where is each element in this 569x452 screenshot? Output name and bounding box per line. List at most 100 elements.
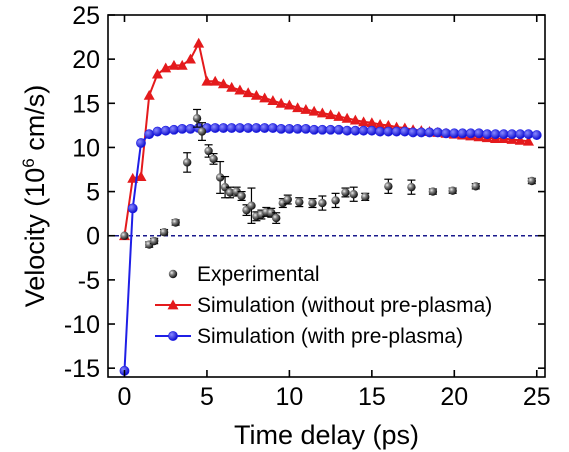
data-point xyxy=(143,89,155,100)
data-point xyxy=(317,124,328,135)
data-point xyxy=(171,218,180,227)
data-point xyxy=(523,129,534,140)
data-point xyxy=(349,190,358,199)
data-point xyxy=(234,84,246,95)
plot-frame xyxy=(107,14,546,378)
legend-marker xyxy=(167,299,179,310)
x-tick-label: 10 xyxy=(275,383,303,411)
data-point xyxy=(498,129,509,140)
data-point xyxy=(251,123,262,133)
legend-label: Simulation (with pre-plasma) xyxy=(197,325,463,348)
x-tick-label: 20 xyxy=(440,383,468,411)
y-tick-label: 15 xyxy=(72,90,100,118)
data-point xyxy=(349,114,361,125)
legend-label: Experimental xyxy=(197,263,320,286)
data-point xyxy=(391,126,402,137)
data-point xyxy=(292,123,303,134)
data-point xyxy=(250,89,262,100)
data-point xyxy=(350,125,361,136)
data-point xyxy=(218,123,229,133)
data-point xyxy=(177,123,188,134)
data-point xyxy=(220,182,230,192)
data-point xyxy=(267,95,279,106)
data-point xyxy=(267,208,276,217)
data-point xyxy=(193,37,205,48)
legend-marker xyxy=(168,269,178,279)
data-point xyxy=(159,228,169,237)
data-point xyxy=(482,129,493,140)
data-point xyxy=(160,125,171,136)
x-tick-label: 0 xyxy=(118,383,132,411)
data-point xyxy=(457,128,468,139)
data-point xyxy=(366,117,378,128)
y-tick-label: 25 xyxy=(72,2,100,30)
data-point xyxy=(361,192,370,202)
data-point xyxy=(316,107,328,118)
data-point xyxy=(300,103,312,114)
data-point xyxy=(490,129,501,140)
data-point xyxy=(217,78,229,89)
y-tick-label: -15 xyxy=(64,355,100,383)
data-point xyxy=(448,186,457,195)
data-point xyxy=(358,125,369,136)
data-point xyxy=(201,75,213,86)
data-point xyxy=(408,127,418,138)
data-point xyxy=(333,124,344,135)
data-point xyxy=(308,105,320,116)
legend-entry-2: Simulation (with pre-plasma) xyxy=(155,325,463,348)
data-point xyxy=(184,53,196,64)
data-point xyxy=(384,182,393,191)
data-point xyxy=(268,123,278,133)
data-point xyxy=(243,123,254,133)
data-point xyxy=(259,92,271,103)
data-point xyxy=(284,123,295,134)
data-point xyxy=(382,119,394,130)
series-2 xyxy=(119,123,542,376)
data-point xyxy=(366,125,377,136)
y-tick-label: 5 xyxy=(86,179,100,207)
data-point xyxy=(432,127,443,138)
data-point xyxy=(215,173,225,182)
data-point xyxy=(149,236,159,246)
y-axis-title-prefix: Velocity (10 xyxy=(20,168,50,308)
data-point xyxy=(318,198,327,208)
data-point xyxy=(197,127,207,136)
data-point xyxy=(514,134,526,145)
data-point xyxy=(358,116,370,127)
data-point xyxy=(182,158,192,167)
data-point xyxy=(225,188,235,197)
data-point xyxy=(308,198,317,208)
data-point xyxy=(507,129,517,140)
data-point xyxy=(160,62,172,73)
y-tick-label: 20 xyxy=(72,46,100,74)
data-point xyxy=(416,127,427,138)
data-point xyxy=(300,123,311,134)
y-tick-label: 0 xyxy=(86,223,100,251)
series-0 xyxy=(120,108,537,249)
data-point xyxy=(424,127,435,138)
data-point xyxy=(176,59,188,70)
data-point xyxy=(168,59,180,70)
data-point xyxy=(341,188,350,197)
data-point xyxy=(471,182,480,191)
data-point xyxy=(375,126,385,137)
data-point xyxy=(209,75,221,86)
data-point xyxy=(136,138,146,148)
legend-marker xyxy=(168,331,178,341)
legend-label: Simulation (without pre-plasma) xyxy=(197,294,492,317)
data-point xyxy=(152,126,163,137)
y-axis-title-superscript: 6 xyxy=(19,158,38,167)
data-point xyxy=(276,123,287,134)
x-tick-label: 15 xyxy=(358,383,386,411)
data-point xyxy=(283,195,292,204)
data-point xyxy=(151,68,163,79)
data-point xyxy=(185,123,196,134)
data-point xyxy=(135,171,147,181)
y-tick-label: -5 xyxy=(78,267,100,295)
data-point xyxy=(441,128,451,139)
data-point xyxy=(242,87,254,98)
data-point xyxy=(465,128,476,139)
y-axis-title: Velocity (106 cm/s) xyxy=(19,85,50,308)
data-point xyxy=(247,201,256,210)
